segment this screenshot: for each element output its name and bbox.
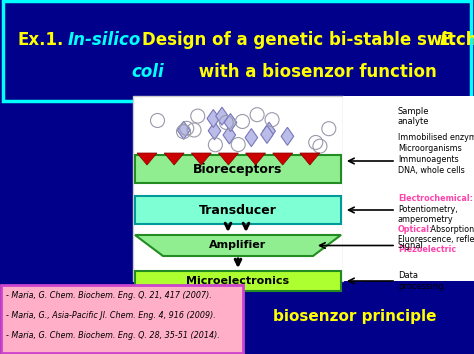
Circle shape bbox=[236, 114, 249, 129]
Polygon shape bbox=[273, 153, 293, 165]
Text: - Maria, G. Chem. Biochem. Eng. Q. 28, 35-51 (2014).: - Maria, G. Chem. Biochem. Eng. Q. 28, 3… bbox=[6, 331, 220, 341]
Text: Sample
analyte: Sample analyte bbox=[398, 107, 429, 126]
Circle shape bbox=[309, 136, 323, 149]
Text: Bioreceptors: Bioreceptors bbox=[193, 162, 283, 176]
Text: Amplifier: Amplifier bbox=[210, 240, 266, 251]
Circle shape bbox=[191, 109, 205, 123]
Text: Microelectronics: Microelectronics bbox=[186, 276, 290, 286]
Text: Optical:: Optical: bbox=[398, 225, 433, 234]
FancyBboxPatch shape bbox=[135, 196, 341, 224]
Text: Ex.1.: Ex.1. bbox=[18, 31, 64, 49]
Text: - Maria, G., Asia-Pacific Jl. Chem. Eng. 4, 916 (2009).: - Maria, G., Asia-Pacific Jl. Chem. Eng.… bbox=[6, 312, 216, 320]
Circle shape bbox=[313, 139, 327, 153]
Polygon shape bbox=[245, 129, 258, 147]
Circle shape bbox=[250, 108, 264, 122]
Polygon shape bbox=[135, 235, 341, 256]
Text: #FFFF00: #FFFF00 bbox=[360, 315, 366, 316]
Text: Design of a genetic bi-stable switch in: Design of a genetic bi-stable switch in bbox=[142, 31, 474, 49]
FancyBboxPatch shape bbox=[3, 1, 471, 101]
Polygon shape bbox=[224, 114, 237, 132]
Text: Fluorescence, reflection: Fluorescence, reflection bbox=[398, 235, 474, 244]
Polygon shape bbox=[219, 153, 238, 165]
Circle shape bbox=[187, 123, 201, 137]
FancyBboxPatch shape bbox=[343, 96, 474, 281]
Polygon shape bbox=[281, 127, 294, 145]
Circle shape bbox=[151, 114, 164, 127]
Text: E.: E. bbox=[440, 31, 458, 49]
Polygon shape bbox=[261, 125, 273, 143]
Text: coli: coli bbox=[132, 63, 164, 81]
Polygon shape bbox=[300, 153, 320, 165]
Polygon shape bbox=[177, 121, 190, 139]
Text: Electrochemical:: Electrochemical: bbox=[398, 194, 473, 203]
Polygon shape bbox=[223, 126, 236, 144]
Polygon shape bbox=[246, 153, 265, 165]
Circle shape bbox=[265, 113, 279, 127]
Circle shape bbox=[322, 122, 336, 136]
Circle shape bbox=[180, 121, 194, 135]
Text: Immobilised enzymes,
Microorganisms
Immunoagents
DNA, whole cells: Immobilised enzymes, Microorganisms Immu… bbox=[398, 133, 474, 175]
Text: Data
processing: Data processing bbox=[398, 271, 444, 291]
FancyBboxPatch shape bbox=[1, 285, 243, 353]
Text: with a biosenzor function: with a biosenzor function bbox=[193, 63, 437, 81]
Circle shape bbox=[209, 138, 222, 152]
FancyBboxPatch shape bbox=[135, 155, 341, 183]
Circle shape bbox=[176, 125, 191, 139]
Text: In-silico: In-silico bbox=[68, 31, 141, 49]
FancyBboxPatch shape bbox=[135, 271, 341, 291]
Circle shape bbox=[219, 115, 233, 130]
Polygon shape bbox=[263, 122, 275, 140]
Polygon shape bbox=[164, 153, 184, 165]
Polygon shape bbox=[137, 153, 157, 165]
Text: amperometry: amperometry bbox=[398, 215, 454, 224]
Text: - Maria, G. Chem. Biochem. Eng. Q. 21, 417 (2007).: - Maria, G. Chem. Biochem. Eng. Q. 21, 4… bbox=[6, 291, 212, 301]
Polygon shape bbox=[207, 109, 219, 127]
Text: Potentiometry,: Potentiometry, bbox=[398, 205, 457, 214]
Polygon shape bbox=[216, 107, 228, 125]
FancyBboxPatch shape bbox=[133, 96, 343, 281]
Polygon shape bbox=[191, 153, 211, 165]
Text: Piezoelectric: Piezoelectric bbox=[398, 245, 456, 254]
Text: Signal: Signal bbox=[398, 241, 424, 250]
Polygon shape bbox=[208, 122, 221, 140]
Text: biosenzor principle: biosenzor principle bbox=[273, 308, 437, 324]
Circle shape bbox=[231, 138, 245, 152]
Text: Absorption,: Absorption, bbox=[428, 225, 474, 234]
Text: Transducer: Transducer bbox=[199, 204, 277, 217]
